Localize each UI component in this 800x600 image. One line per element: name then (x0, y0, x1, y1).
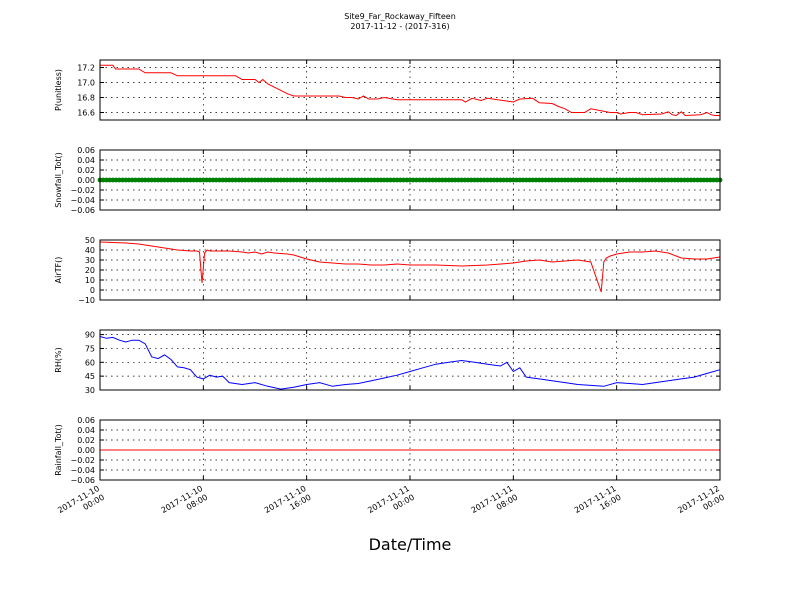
x-tick-label: 2017-11-1200:00 (676, 484, 726, 524)
y-tick-label: 30 (85, 386, 95, 395)
x-tick-label: 2017-11-1000:00 (56, 484, 106, 524)
series-line (99, 336, 721, 390)
y-axis-label: AirTF() (54, 257, 63, 284)
y-tick-label: 30 (85, 256, 95, 265)
y-tick-label: 0.04 (77, 156, 95, 165)
panels: 16.616.817.017.2P(unitless)−0.06−0.04−0.… (54, 59, 723, 485)
x-axis-label: Date/Time (369, 535, 452, 554)
axes-frame (99, 149, 721, 211)
x-tick-labels: 2017-11-1000:00 2017-11-1008:00 2017-11-10… (56, 484, 726, 524)
axes-frame (99, 329, 721, 391)
chart-title: Site9_Far_Rockaway_Fifteen (344, 12, 456, 21)
panel-4: 30 45 60 75 90 RH(%) (54, 329, 721, 395)
y-axis-label: Snowfall_Tot() (54, 152, 63, 208)
y-tick-label: 0.06 (77, 416, 95, 425)
y-axis-label: P(unitless) (54, 69, 63, 111)
y-axis-label: RH(%) (54, 347, 63, 372)
x-tick-label: 2017-11-1116:00 (573, 484, 623, 524)
y-tick-label: 10 (85, 276, 95, 285)
chart-subtitle: 2017-11-12 - (2017-316) (350, 22, 449, 31)
y-tick-label: 0.00 (77, 176, 95, 185)
y-tick-label: 60 (85, 358, 95, 367)
axes-frame (99, 239, 721, 301)
y-tick-label: 0.02 (77, 436, 95, 445)
y-tick-label: −0.02 (70, 186, 95, 195)
x-tick-label: 2017-11-1008:00 (160, 484, 210, 524)
y-tick-label: −0.02 (70, 456, 95, 465)
series-line (99, 241, 721, 293)
panel-5: −0.06−0.04−0.020.000.020.040.06 Rainfall_… (54, 416, 721, 485)
panel-2: −0.06−0.04−0.020.000.020.040.06 Snowfall_… (54, 146, 723, 215)
y-tick-label: 17.2 (77, 64, 95, 73)
axes-frame (99, 419, 721, 481)
x-tick-label: 2017-11-1108:00 (470, 484, 520, 524)
y-tick-label: 0.06 (77, 146, 95, 155)
x-tick-label: 2017-11-1100:00 (366, 484, 416, 524)
y-tick-label: 20 (85, 266, 95, 275)
y-tick-label: 50 (85, 236, 95, 245)
panel-1: 16.6 16.8 17.0 17.2 P(unitless) (54, 59, 721, 121)
y-tick-label: −0.06 (70, 476, 95, 485)
y-tick-label: 17.0 (77, 79, 95, 88)
y-tick-label: −0.04 (70, 466, 95, 475)
y-tick-label: 45 (85, 372, 95, 381)
y-tick-label: −10 (78, 296, 95, 305)
y-tick-label: 0.02 (77, 166, 95, 175)
y-tick-label: 16.6 (77, 109, 95, 118)
y-tick-label: 0.00 (77, 446, 95, 455)
y-tick-label: 16.8 (77, 94, 95, 103)
y-tick-label: −0.04 (70, 196, 95, 205)
y-tick-label: 0.04 (77, 426, 95, 435)
y-tick-label: 90 (85, 331, 95, 340)
y-tick-label: 40 (85, 246, 95, 255)
axes-frame (99, 59, 721, 121)
series-line (100, 64, 720, 117)
series-snowfall-points (97, 177, 723, 183)
y-tick-label: 75 (85, 344, 95, 353)
y-axis-label: Rainfall_Tot() (54, 424, 63, 476)
y-tick-label: −0.06 (70, 206, 95, 215)
x-tick-label: 2017-11-1016:00 (263, 484, 313, 524)
y-tick-label: 0 (90, 286, 95, 295)
